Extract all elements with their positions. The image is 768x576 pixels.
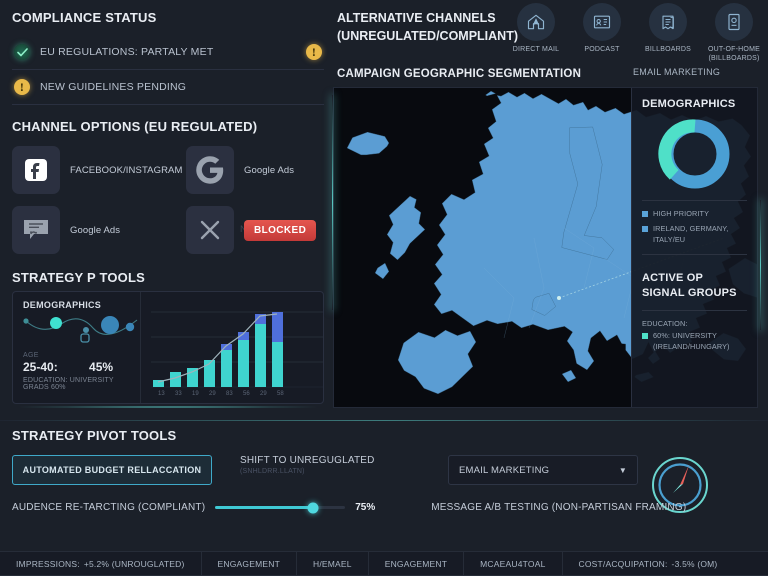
svg-text:56: 56 — [243, 391, 250, 397]
svg-text:29: 29 — [260, 391, 267, 397]
svg-text:83: 83 — [226, 391, 233, 397]
svg-text:58: 58 — [277, 391, 284, 397]
svg-text:13: 13 — [158, 391, 165, 397]
svg-text:19: 19 — [192, 391, 199, 397]
svg-text:33: 33 — [175, 391, 182, 397]
svg-text:29: 29 — [209, 391, 216, 397]
